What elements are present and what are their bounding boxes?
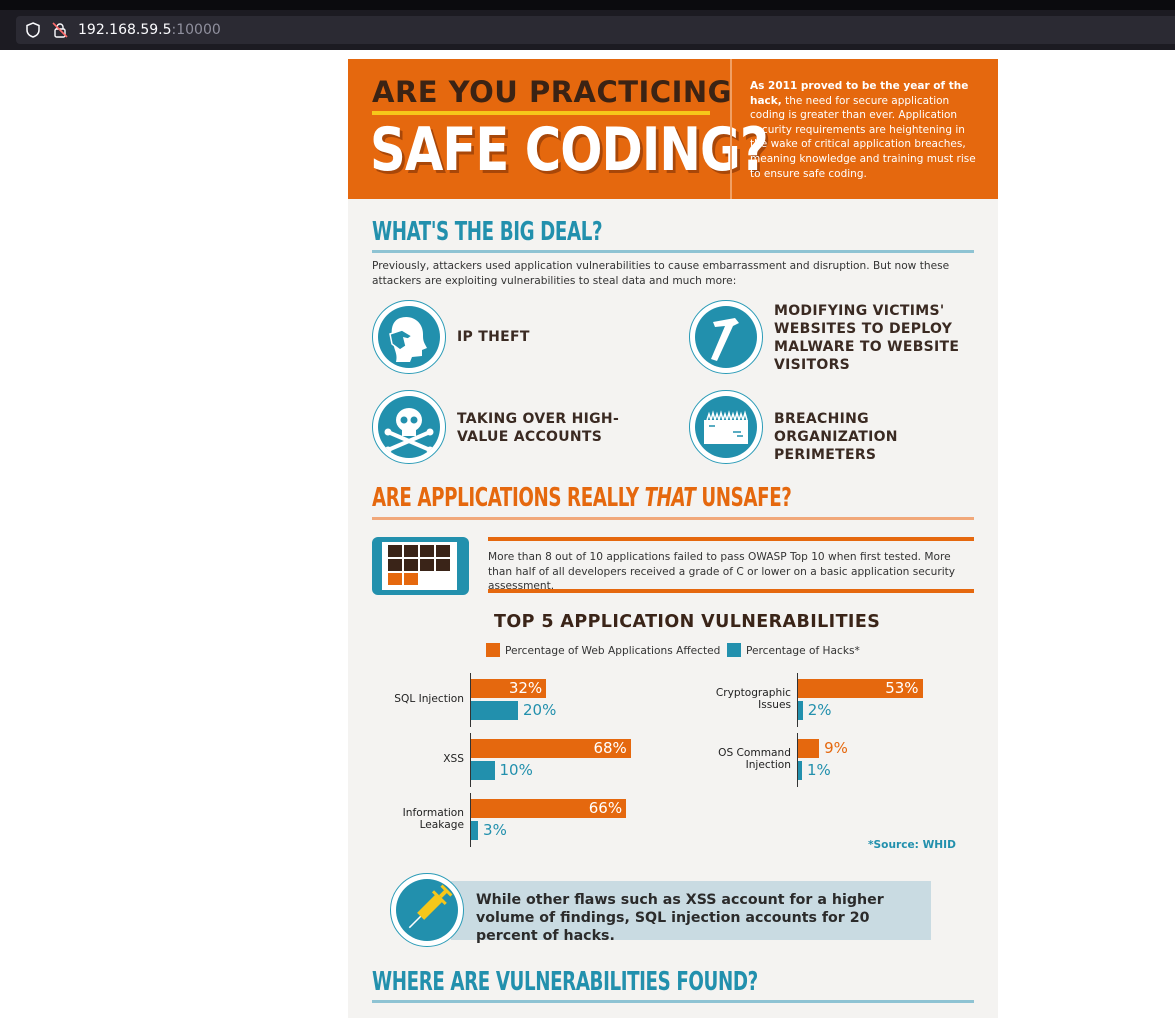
chart-axis <box>470 733 471 787</box>
threat-takeover-accounts: TAKING OVER HIGH-VALUE ACCOUNTS <box>457 411 620 445</box>
bar-affected <box>798 739 820 758</box>
section-title-big-deal: WHAT'S THE BIG DEAL? <box>372 217 603 247</box>
bar-value-label: 3% <box>483 821 507 839</box>
big-deal-text: Previously, attackers used application v… <box>372 260 950 287</box>
section-rule-big-deal <box>372 250 974 253</box>
threat-icon-modify-websites <box>689 300 763 374</box>
head-hand-icon <box>389 316 427 362</box>
chart-axis <box>470 793 471 847</box>
header-intro-bold: As 2011 proved to be the year of the hac… <box>750 80 969 107</box>
threat-breach-perimeters: BREACHING ORGANIZATION PERIMETERS <box>774 411 898 463</box>
bar-hacks <box>471 821 479 840</box>
legend-item-affected: Percentage of Web Applications Affected <box>486 643 720 657</box>
brick-wall-icon <box>704 410 748 444</box>
header-line1: ARE YOU PRACTICING <box>372 75 732 109</box>
bar-value-label: 9% <box>824 739 848 757</box>
legend-swatch-affected <box>486 643 500 657</box>
unsafe-rule-bottom <box>488 589 974 593</box>
category-label: Information Leakage <box>402 807 464 832</box>
chart-axis <box>797 733 798 787</box>
threat-ip-theft: IP THEFT <box>457 329 530 345</box>
hammer-icon <box>711 318 739 361</box>
header-intro-rest: the need for secure application coding i… <box>750 94 976 180</box>
bar-hacks <box>471 761 495 780</box>
bar-value-label: 53% <box>885 679 919 697</box>
section-rule-found <box>372 1000 974 1003</box>
bar-hacks <box>798 701 803 720</box>
chart-source: *Source: WHID <box>868 839 956 851</box>
bar-hacks <box>798 761 802 780</box>
bar-value-label: 2% <box>807 701 832 719</box>
callout-text: While other flaws such as XSS account fo… <box>476 892 884 944</box>
legend-label-affected: Percentage of Web Applications Affected <box>505 645 721 657</box>
unsafe-title-after: UNSAFE? <box>695 483 792 513</box>
app-grid-icon <box>388 545 450 585</box>
browser-toolbar: 192.168.59.5:10000 <box>0 10 1175 50</box>
legend-swatch-hacks <box>727 643 741 657</box>
bar-value-label: 68% <box>593 739 627 757</box>
tablet-icon <box>372 537 469 595</box>
bar-value-label: 32% <box>508 679 543 697</box>
url-host: 192.168.59.5 <box>78 22 172 38</box>
unsafe-rule-top <box>488 537 974 541</box>
category-label: XSS <box>443 753 464 765</box>
threat-icon-ip-theft <box>372 300 446 374</box>
unsafe-text: More than 8 out of 10 applications faile… <box>488 551 956 593</box>
shield-icon[interactable] <box>23 20 43 40</box>
header-banner: ARE YOU PRACTICING SAFE CODING? As 2011 … <box>348 59 998 199</box>
bar-affected <box>798 679 923 698</box>
category-label: Cryptographic Issues <box>715 687 791 712</box>
callout-icon <box>390 873 464 947</box>
header-line2: SAFE CODING? <box>370 115 769 185</box>
section-title-found: WHERE ARE VULNERABILITIES FOUND? <box>372 967 758 997</box>
bar-hacks <box>471 701 518 720</box>
chart-axis <box>470 673 471 727</box>
bar-affected <box>471 799 627 818</box>
infographic-page: ARE YOU PRACTICING SAFE CODING? As 2011 … <box>348 59 998 1018</box>
header-divider <box>730 59 732 199</box>
tablet-screen <box>382 542 457 590</box>
lock-warning-icon[interactable] <box>50 20 70 40</box>
bar-affected <box>471 679 547 698</box>
bar-value-label: 66% <box>588 799 623 817</box>
category-label: OS Command Injection <box>718 747 791 772</box>
window-titlebar <box>0 0 1175 10</box>
legend-item-hacks: Percentage of Hacks* <box>727 643 860 657</box>
url-text[interactable]: 192.168.59.5:10000 <box>78 22 221 38</box>
threat-icon-breach-perimeters <box>689 390 763 464</box>
address-bar[interactable]: 192.168.59.5:10000 <box>16 16 1175 44</box>
threat-icon-takeover-accounts <box>372 390 446 464</box>
bar-value-label: 1% <box>807 761 831 779</box>
syringe-icon <box>408 884 453 929</box>
header-intro: As 2011 proved to be the year of the hac… <box>750 79 982 181</box>
header-underline <box>372 111 710 115</box>
bar-value-label: 20% <box>523 701 557 719</box>
unsafe-title-emph: THAT <box>644 483 696 513</box>
callout-box <box>451 881 931 940</box>
bar-affected <box>471 739 631 758</box>
threat-modify-websites: MODIFYING VICTIMS' WEBSITES TO DEPLOY MA… <box>774 303 960 373</box>
skull-crossbones-icon <box>384 408 434 454</box>
section-rule-unsafe <box>372 517 974 520</box>
chart-axis <box>797 673 798 727</box>
chart-title: TOP 5 APPLICATION VULNERABILITIES <box>494 612 881 632</box>
bar-value-label: 10% <box>499 761 533 779</box>
section-title-unsafe: ARE APPLICATIONS REALLY THAT UNSAFE? <box>372 483 792 513</box>
category-label: SQL Injection <box>394 693 464 705</box>
unsafe-title-before: ARE APPLICATIONS REALLY <box>372 483 645 513</box>
legend-label-hacks: Percentage of Hacks* <box>746 645 860 657</box>
url-port: :10000 <box>171 22 221 38</box>
